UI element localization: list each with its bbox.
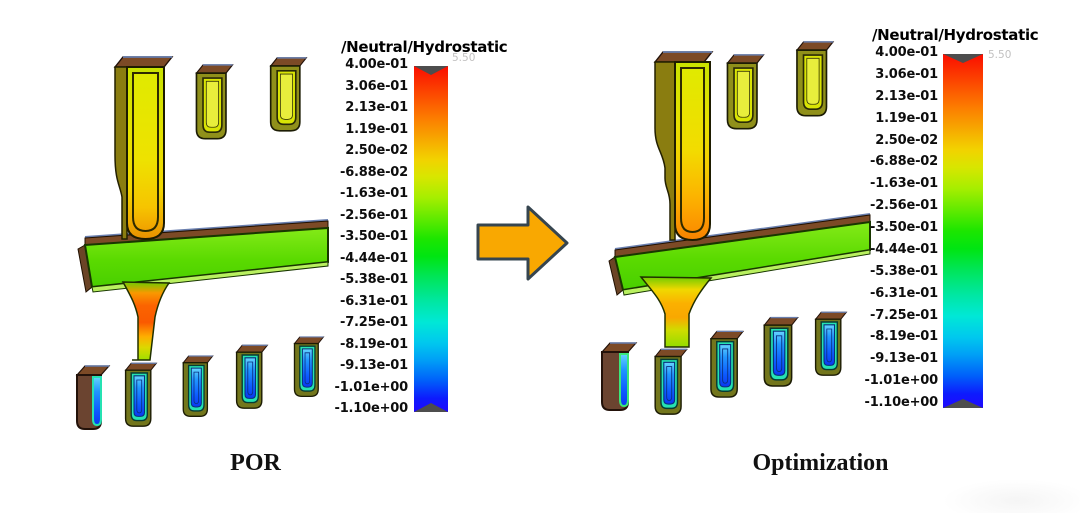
colorbar-tick: 2.50e-02	[875, 132, 938, 148]
colorbar-tick: -8.19e-01	[870, 329, 938, 345]
por-bottom-cup-3	[182, 355, 214, 418]
por-top-cup-2	[269, 56, 308, 132]
por-bottom-cup-2	[124, 362, 158, 427]
colorbar-tick: -7.25e-01	[870, 307, 938, 323]
colorbar-overflow-value: 5.50	[452, 52, 476, 64]
colorbar-tick: 1.19e-01	[345, 121, 408, 137]
colorbar-tick: -1.01e+00	[864, 373, 939, 389]
colorbar-tick: -2.56e-01	[340, 207, 408, 223]
opt-bottom-cups	[600, 311, 848, 415]
por-gate-funnel	[121, 281, 171, 361]
colorbar-gradient	[414, 66, 448, 412]
colorbar-ticks: 4.00e-01 3.06e-01 2.13e-01 1.19e-01 2.50e-02…	[318, 57, 409, 417]
colorbar-tick: 3.06e-01	[875, 66, 938, 82]
por-top-cups	[195, 56, 308, 140]
out-of-range-bottom-marker-icon	[414, 403, 448, 412]
out-of-range-top-marker-icon	[943, 54, 983, 63]
colorbar-gradient	[943, 54, 983, 408]
opt-bottom-cup-3	[710, 330, 744, 398]
right-arrow-shape	[476, 205, 569, 281]
colorbar-title: /Neutral/Hydrostatic	[341, 38, 508, 56]
colorbar-tick: -4.44e-01	[870, 241, 938, 257]
opt-runner-bar	[608, 213, 871, 296]
opt-top-cup-2	[796, 41, 834, 117]
colorbar-tick: -6.31e-01	[340, 293, 408, 309]
por-bottom-cup-1	[75, 365, 111, 430]
colorbar-ticks: 4.00e-01 3.06e-01 2.13e-01 1.19e-01 2.50e-02…	[848, 45, 939, 411]
colorbar-tick: 4.00e-01	[875, 45, 938, 60]
opt-bottom-cup-5	[814, 311, 848, 376]
colorbar-tick: -2.56e-01	[870, 198, 938, 214]
colorbar-tick: -4.44e-01	[340, 250, 408, 266]
colorbar-tick: 2.13e-01	[875, 88, 938, 104]
por-top-cup-1	[195, 64, 234, 140]
colorbar-tick: -3.50e-01	[870, 220, 938, 235]
colorbar-tick: 4.00e-01	[345, 57, 408, 72]
colorbar-tick: -6.88e-02	[340, 164, 408, 180]
colorbar-tick: 3.06e-01	[345, 78, 408, 94]
opt-top-cup-1	[726, 54, 765, 130]
colorbar-tick: 2.50e-02	[345, 143, 408, 158]
colorbar-tick: -8.19e-01	[340, 336, 408, 352]
colorbar-tick: -6.31e-01	[870, 285, 938, 301]
colorbar-tick: 2.13e-01	[345, 100, 408, 115]
transition-arrow-icon	[476, 205, 569, 281]
colorbar-tick: -9.13e-01	[340, 358, 408, 373]
por-sprue	[113, 56, 174, 241]
colorbar-tick: -6.88e-02	[870, 154, 938, 170]
opt-bottom-cup-4	[763, 316, 799, 387]
colorbar-overflow-value: 5.50	[988, 49, 1012, 61]
colorbar-tick: -1.01e+00	[334, 379, 409, 395]
out-of-range-bottom-marker-icon	[943, 399, 983, 408]
colorbar-tick: -1.10e+00	[334, 401, 409, 416]
opt-sprue	[653, 51, 714, 242]
por-runner-bar	[77, 219, 329, 293]
colorbar-tick: -1.63e-01	[340, 186, 408, 201]
colorbar-tick: -1.63e-01	[870, 176, 938, 192]
corner-smudge	[942, 479, 1080, 513]
colorbar-title: /Neutral/Hydrostatic	[872, 26, 1039, 44]
optimization-model-view	[600, 41, 871, 415]
opt-top-cups	[726, 41, 834, 130]
por-label: POR	[230, 450, 281, 476]
opt-bottom-cup-1	[600, 342, 638, 411]
opt-gate-funnel	[639, 276, 713, 348]
opt-bottom-cup-2	[654, 348, 688, 415]
colorbar-tick: 1.19e-01	[875, 110, 938, 126]
por-model-view	[75, 56, 329, 430]
colorbar-tick: -1.10e+00	[864, 395, 939, 410]
colorbar-tick: -9.13e-01	[870, 351, 938, 367]
optimization-label: Optimization	[752, 450, 889, 476]
colorbar-tick: -5.38e-01	[870, 263, 938, 279]
colorbar-tick: -7.25e-01	[340, 315, 408, 330]
out-of-range-top-marker-icon	[414, 66, 448, 75]
por-bottom-cup-4	[235, 344, 269, 410]
colorbar-tick: -3.50e-01	[340, 229, 408, 244]
por-bottom-cups	[75, 336, 325, 430]
colorbar-tick: -5.38e-01	[340, 272, 408, 287]
